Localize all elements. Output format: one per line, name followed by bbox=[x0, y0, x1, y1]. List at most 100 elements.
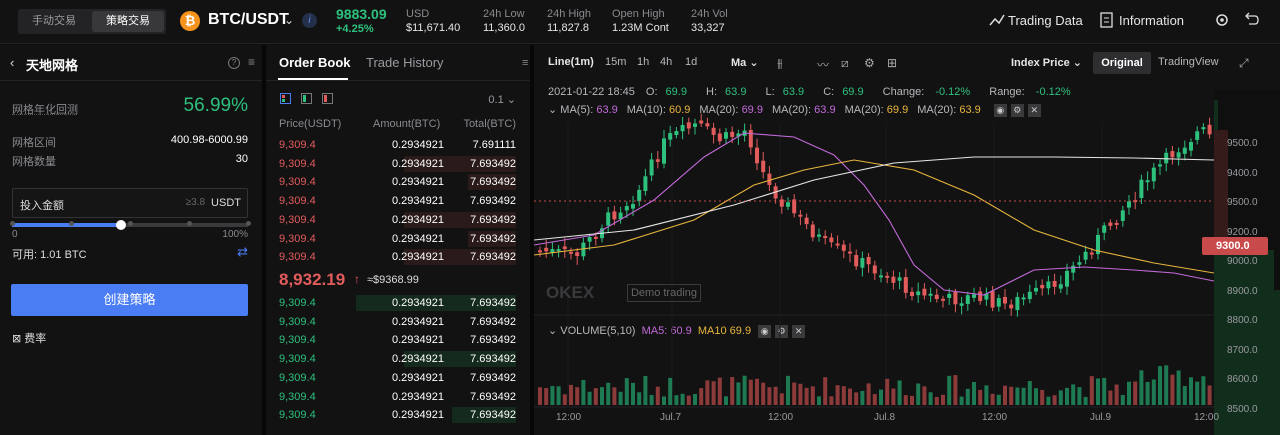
index-price-selector[interactable]: Index Price ⌄ bbox=[1011, 57, 1082, 69]
volume-bar bbox=[897, 380, 902, 405]
candlestick-chart bbox=[534, 113, 1214, 408]
slider-tick[interactable] bbox=[187, 221, 192, 226]
eye-icon[interactable]: ◉ bbox=[993, 103, 1007, 117]
depth-bar bbox=[468, 230, 516, 247]
view-bids-icon[interactable] bbox=[301, 93, 312, 104]
pair-selector[interactable]: BTC/USDT bbox=[208, 11, 289, 28]
volume-bar bbox=[1083, 396, 1088, 405]
order-amount: 0.2934921 bbox=[392, 232, 444, 245]
settings-gear-icon[interactable]: ⚙ bbox=[864, 56, 875, 70]
information-link[interactable]: Information bbox=[1119, 13, 1185, 28]
volume-bar bbox=[978, 389, 983, 405]
tab-order-book[interactable]: Order Book bbox=[279, 55, 351, 70]
close-icon[interactable]: ✕ bbox=[1027, 103, 1041, 117]
ask-row[interactable]: 9,309.4 0.2934921 7.693492 bbox=[266, 192, 530, 210]
grid-icon[interactable]: ⊞ bbox=[887, 56, 898, 70]
interval-1h[interactable]: 1h bbox=[637, 56, 650, 68]
interval-1d[interactable]: 1d bbox=[685, 56, 698, 68]
interval-4h[interactable]: 4h bbox=[660, 56, 673, 68]
volume-bar bbox=[1077, 387, 1082, 405]
bid-row[interactable]: 9,309.4 0.2934921 7.693492 bbox=[266, 294, 530, 312]
close-icon[interactable]: ✕ bbox=[792, 324, 806, 338]
ask-row[interactable]: 9,309.4 0.2934921 7.693492 bbox=[266, 155, 530, 173]
slider-thumb[interactable] bbox=[115, 220, 126, 230]
info-icon[interactable]: i bbox=[302, 13, 317, 28]
candle bbox=[1170, 151, 1175, 158]
settings-gear-icon[interactable] bbox=[1216, 14, 1228, 26]
swap-arrows-icon[interactable]: ⇄ bbox=[237, 244, 248, 259]
line-draw-icon[interactable]: 〰 bbox=[817, 58, 830, 72]
help-icon[interactable]: ? bbox=[228, 57, 240, 69]
volume-bar bbox=[1151, 379, 1156, 405]
ma-toggle[interactable]: Ma ⌄ bbox=[731, 57, 759, 69]
mode-manual-tab[interactable]: 手动交易 bbox=[32, 15, 76, 27]
trading-data-icon[interactable] bbox=[989, 14, 1005, 26]
bid-row[interactable]: 9,309.4 0.2934921 7.693492 bbox=[266, 388, 530, 406]
invest-amount-input[interactable]: 投入金额 ≥3.8 USDT bbox=[12, 188, 248, 218]
settings-gear-icon[interactable]: ⚙ bbox=[775, 324, 789, 338]
view-original-button[interactable]: Original bbox=[1093, 52, 1151, 74]
slider-tick[interactable] bbox=[69, 221, 74, 226]
ask-row[interactable]: 9,309.4 0.2934921 7.693492 bbox=[266, 211, 530, 229]
candle bbox=[581, 242, 586, 257]
bid-row[interactable]: 9,309.4 0.2934921 7.693492 bbox=[266, 369, 530, 387]
candle bbox=[1009, 304, 1014, 309]
eye-icon[interactable]: ◉ bbox=[758, 324, 772, 338]
view-tradingview-button[interactable]: TradingView bbox=[1158, 56, 1219, 68]
price-scale-label: 9500.0 bbox=[1227, 138, 1258, 149]
ma-line-fast bbox=[534, 132, 1214, 296]
information-icon[interactable] bbox=[1100, 12, 1113, 28]
ask-row[interactable]: 9,309.4 0.2934921 7.693492 bbox=[266, 173, 530, 191]
slider-tick[interactable] bbox=[10, 221, 15, 226]
candle bbox=[1077, 262, 1082, 265]
fullscreen-icon[interactable]: ⤢ bbox=[1239, 56, 1249, 70]
ruler-icon[interactable]: ⧄ bbox=[841, 56, 849, 70]
interval-15m[interactable]: 15m bbox=[605, 56, 627, 68]
order-price: 9,309.4 bbox=[279, 371, 316, 384]
view-both-icon[interactable] bbox=[280, 93, 291, 104]
slider-tick[interactable] bbox=[128, 221, 133, 226]
volume-bar bbox=[1170, 374, 1175, 405]
time-axis-label: Jul.9 bbox=[1090, 412, 1112, 423]
collapse-icon[interactable]: ⌄ bbox=[548, 325, 558, 337]
bid-row[interactable]: 9,309.4 0.2934921 7.693492 bbox=[266, 331, 530, 349]
amount-slider[interactable] bbox=[10, 220, 251, 230]
fee-link[interactable]: ⊠ 费率 bbox=[12, 330, 46, 346]
trading-data-link[interactable]: Trading Data bbox=[1008, 13, 1083, 28]
ma-item: MA(20): 69.9 bbox=[844, 104, 909, 116]
order-price: 9,309.4 bbox=[279, 213, 316, 226]
candle-type-icon[interactable]: ⫵ bbox=[777, 56, 783, 70]
ask-row[interactable]: 9,309.4 0.2934921 7.691111 bbox=[266, 136, 530, 154]
ask-row[interactable]: 9,309.4 0.2934921 7.693492 bbox=[266, 230, 530, 248]
collapse-icon[interactable]: ⌄ bbox=[548, 104, 561, 116]
bid-row[interactable]: 9,309.4 0.2934921 7.693492 bbox=[266, 313, 530, 331]
price-scale[interactable]: 9300.0 9500.0 9400.0 9500.0 9200.0 9000.0 890… bbox=[1202, 90, 1280, 435]
candle bbox=[934, 294, 939, 300]
volume-bar bbox=[891, 388, 896, 405]
available-balance: 可用: 1.01 BTC bbox=[12, 249, 87, 261]
ohlc-close: 69.9 bbox=[842, 86, 864, 98]
ohlc-change-label: Change: bbox=[882, 86, 925, 98]
create-strategy-button[interactable]: 创建策略 bbox=[11, 284, 248, 316]
bid-row[interactable]: 9,309.4 0.2934921 7.693492 bbox=[266, 406, 530, 424]
candle bbox=[748, 130, 753, 148]
volume-bar bbox=[848, 388, 852, 405]
settings-gear-icon[interactable]: ⚙ bbox=[1010, 103, 1024, 117]
back-chevron-icon[interactable]: ‹ bbox=[10, 55, 15, 70]
ask-row[interactable]: 9,309.4 0.2934921 7.693492 bbox=[266, 248, 530, 266]
volume-bar bbox=[1108, 390, 1113, 405]
back-arrow-icon[interactable] bbox=[1245, 12, 1259, 25]
tab-trade-history[interactable]: Trade History bbox=[366, 55, 444, 70]
candle bbox=[1065, 270, 1069, 287]
bid-row[interactable]: 9,309.4 0.2934921 7.693492 bbox=[266, 350, 530, 368]
menu-icon[interactable]: ≡ bbox=[248, 55, 256, 69]
slider-tick[interactable] bbox=[246, 221, 251, 226]
menu-icon[interactable]: ≡ bbox=[522, 57, 529, 69]
view-asks-icon[interactable] bbox=[322, 93, 333, 104]
stat-24h-low: 24h Low 11,360.0 bbox=[483, 8, 526, 34]
order-amount: 0.2934921 bbox=[392, 334, 444, 347]
interval-line-1m[interactable]: Line(1m) bbox=[548, 56, 594, 68]
mode-strategy-tab[interactable]: 策略交易 bbox=[92, 11, 164, 32]
depth-selector[interactable]: 0.1 ⌄ bbox=[488, 94, 516, 106]
chevron-down-icon[interactable]: ⌄ bbox=[284, 13, 295, 27]
